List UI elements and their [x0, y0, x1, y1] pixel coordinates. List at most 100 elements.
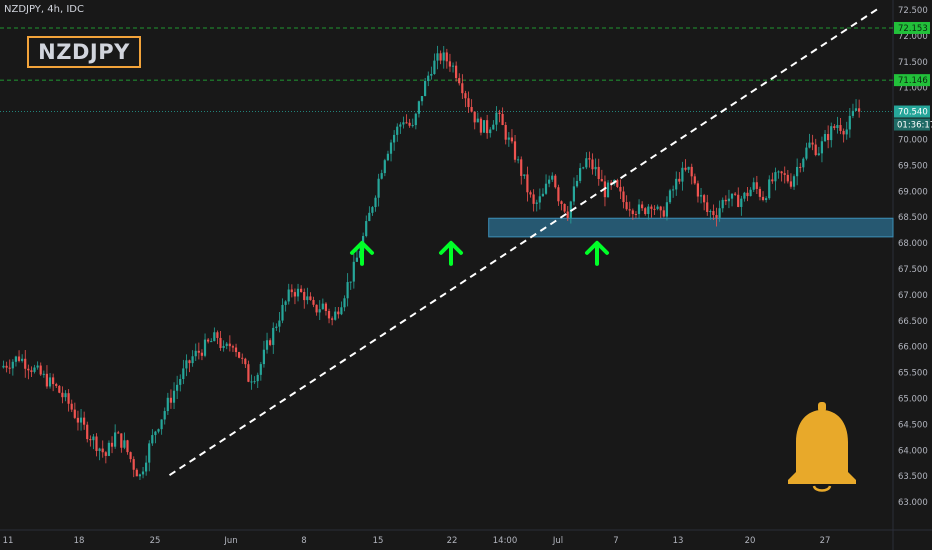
candle-body: [340, 307, 343, 315]
candle-body: [104, 452, 107, 456]
candle-body: [371, 207, 374, 213]
candle-body: [647, 206, 650, 215]
trendline[interactable]: [168, 6, 881, 476]
candle-body: [315, 304, 318, 313]
candle-body: [721, 199, 724, 209]
candle-body: [504, 125, 507, 140]
price-level-tag: [894, 21, 930, 34]
candle-body: [241, 357, 244, 359]
support-zone[interactable]: [488, 217, 894, 238]
candle-body: [417, 101, 420, 114]
time-tick-label: Jun: [223, 536, 237, 546]
candle-body: [281, 304, 284, 321]
candle-body: [321, 303, 324, 310]
price-tick-label: 71.000: [898, 84, 928, 94]
candle-body: [383, 160, 386, 174]
candle-body: [216, 332, 219, 338]
candle-body: [306, 296, 309, 301]
candle-body: [473, 111, 476, 123]
candle-body: [600, 178, 603, 182]
candle-body: [845, 129, 848, 135]
candle-body: [244, 358, 247, 365]
time-tick-label: 25: [150, 536, 161, 546]
candle-body: [135, 469, 138, 477]
candle-body: [579, 168, 582, 181]
candle-body: [737, 194, 740, 207]
candle-body: [588, 158, 591, 160]
candle-body: [541, 193, 544, 197]
candle-body: [296, 288, 300, 297]
candle-body: [42, 373, 45, 375]
candle-body: [672, 189, 675, 191]
candle-body: [461, 83, 464, 94]
candle-body: [151, 435, 154, 444]
candle-body: [544, 183, 548, 194]
candle-body: [39, 365, 42, 375]
candle-body: [458, 78, 461, 84]
candle-body: [405, 122, 408, 124]
candle-body: [606, 182, 610, 198]
candle-body: [334, 311, 337, 320]
candle-body: [160, 419, 163, 430]
candle-body: [619, 186, 622, 192]
price-tick-label: 66.500: [898, 317, 928, 327]
up-arrow-icon: [585, 240, 609, 266]
candle-body: [337, 311, 340, 315]
candle-body: [529, 192, 532, 195]
candle-body: [234, 347, 238, 353]
candle-body: [265, 340, 269, 350]
candle-body: [749, 189, 752, 197]
candle-body: [365, 221, 368, 237]
candle-body: [684, 167, 687, 170]
price-tick-label: 72.500: [898, 6, 928, 16]
candle-body: [343, 298, 346, 308]
candle-body: [185, 360, 188, 369]
candle-body: [575, 180, 579, 187]
candle-body: [625, 202, 628, 210]
candle-body: [551, 175, 554, 180]
candle-body: [839, 125, 842, 131]
candle-body: [439, 53, 442, 61]
candle-body: [572, 186, 575, 202]
candle-body: [52, 377, 55, 385]
candle-body: [653, 208, 656, 210]
candle-body: [526, 174, 529, 193]
candle-body: [389, 142, 393, 154]
candle-body: [510, 137, 513, 142]
candle-body: [548, 179, 551, 184]
price-tick-label: 65.000: [898, 395, 928, 405]
candle-body: [309, 296, 312, 300]
candle-body: [287, 289, 290, 302]
candle-body: [678, 178, 681, 182]
candle-body: [89, 439, 92, 441]
candle-body: [312, 299, 315, 305]
candle-body: [231, 346, 234, 348]
candle-body: [420, 96, 424, 102]
candle-body: [262, 349, 265, 365]
time-tick-label: Jul: [552, 536, 563, 546]
candle-body: [610, 182, 613, 184]
candle-body: [768, 179, 771, 199]
price-level-tag-text: 72.153: [898, 24, 928, 34]
candle-body: [55, 384, 58, 386]
time-tick-label: 20: [745, 536, 756, 546]
time-tick-label: 27: [820, 536, 831, 546]
candle-body: [777, 171, 780, 173]
candle-body: [538, 196, 541, 203]
candle-body: [498, 112, 501, 114]
candle-body: [470, 107, 473, 112]
candle-body: [36, 365, 39, 368]
candle-body: [269, 340, 272, 345]
candle-body: [569, 201, 572, 218]
candle-body: [70, 403, 73, 410]
candle-body: [14, 356, 17, 362]
candle-body: [188, 360, 191, 364]
candle-body: [203, 339, 207, 356]
candle-body: [789, 181, 792, 187]
candle-body: [681, 167, 684, 182]
candle-body: [830, 126, 833, 141]
countdown-tag: [894, 118, 930, 131]
candle-body: [780, 171, 783, 174]
candle-body: [637, 204, 641, 215]
